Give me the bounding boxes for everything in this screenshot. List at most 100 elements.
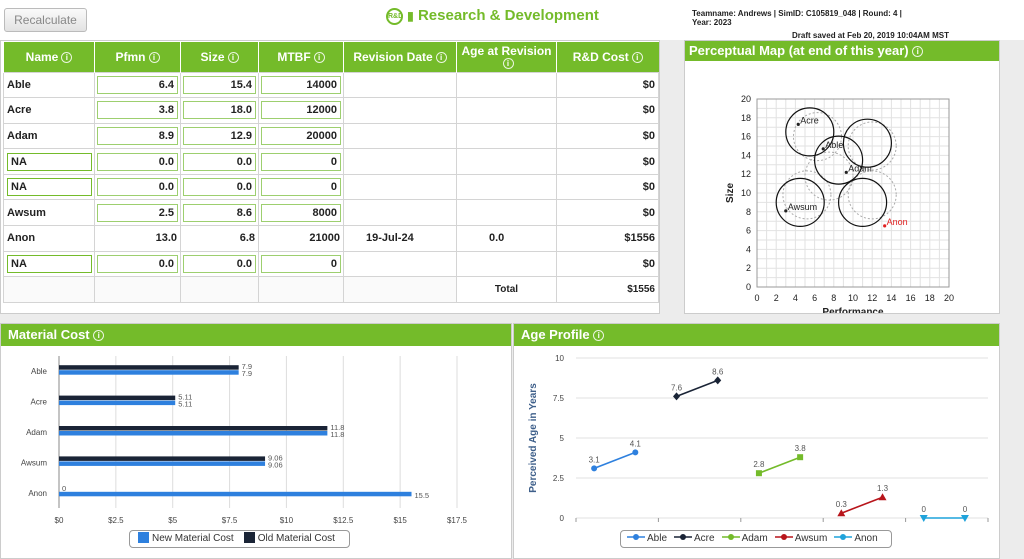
- pfmn-input[interactable]: 0.0: [97, 152, 178, 171]
- mtbf-input[interactable]: 14000: [261, 75, 341, 94]
- data-point: [960, 515, 969, 522]
- category-label: Acre: [31, 398, 48, 407]
- pfmn-input[interactable]: 8.9: [97, 126, 178, 145]
- info-icon[interactable]: i: [227, 51, 239, 63]
- table-row: NA 0.0 0.0 0 $0: [3, 173, 659, 201]
- size-cell[interactable]: 0.0: [180, 250, 259, 278]
- info-icon[interactable]: i: [93, 330, 105, 342]
- mtbf-cell[interactable]: 0: [258, 148, 344, 175]
- pfmn-input[interactable]: 3.8: [97, 101, 178, 120]
- x-tick-label: $0: [55, 516, 64, 525]
- chart-icon: ▮: [407, 9, 414, 23]
- product-point: [821, 147, 825, 151]
- new-cost-bar: [59, 370, 239, 375]
- x-tick-label: 10: [848, 293, 858, 303]
- new-cost-label: 5.11: [178, 400, 192, 409]
- info-icon[interactable]: i: [502, 57, 514, 69]
- size-cell[interactable]: 8.6: [180, 199, 259, 227]
- legend-item[interactable]: Adam: [721, 533, 768, 544]
- size-input[interactable]: 18.0: [183, 101, 256, 120]
- legend-item[interactable]: New Material Cost: [136, 532, 234, 544]
- mtbf-input[interactable]: 20000: [261, 126, 341, 145]
- pfmn-cell[interactable]: 0.0: [94, 148, 181, 175]
- cost-cell: $0: [556, 71, 659, 99]
- age-cell: 0.0: [456, 225, 557, 252]
- pfmn-cell[interactable]: 0.0: [94, 250, 181, 278]
- data-point: [755, 470, 762, 477]
- mtbf-input[interactable]: 12000: [261, 101, 341, 120]
- mtbf-cell[interactable]: 20000: [258, 122, 344, 150]
- data-label: 3.1: [589, 455, 601, 464]
- recalculate-button[interactable]: Recalculate: [4, 8, 87, 32]
- mtbf-input[interactable]: 0: [261, 254, 341, 273]
- mtbf-cell[interactable]: 12000: [258, 97, 344, 124]
- legend-marker-icon: [627, 534, 645, 540]
- mtbf-input[interactable]: 0: [261, 178, 341, 197]
- total-value: $1556: [556, 276, 659, 303]
- info-icon[interactable]: i: [912, 46, 924, 58]
- size-input[interactable]: 12.9: [183, 126, 256, 145]
- y-tick-label: 6: [746, 226, 751, 236]
- info-icon[interactable]: i: [148, 51, 160, 63]
- info-icon[interactable]: i: [313, 51, 325, 63]
- cost-cell: $0: [556, 97, 659, 124]
- rev-cell: [343, 173, 457, 201]
- size-cell[interactable]: 18.0: [180, 97, 259, 124]
- pfmn-cell[interactable]: 6.4: [94, 71, 181, 99]
- data-point: [878, 493, 887, 501]
- size-input[interactable]: 0.0: [183, 152, 256, 171]
- pfmn-input: 13.0: [155, 232, 177, 245]
- pfmn-cell[interactable]: 2.5: [94, 199, 181, 227]
- size-cell[interactable]: 0.0: [180, 173, 259, 201]
- material-cost-chart: $0 $2.5 $5 $7.5 $10 $12.5 $15 $17.5 Able 7.97.9 Ac…: [21, 356, 468, 538]
- material-cost-title: Material Cost: [8, 327, 90, 342]
- info-icon[interactable]: i: [61, 51, 73, 63]
- legend-marker-icon: [834, 534, 853, 540]
- x-tick-label: 18: [925, 293, 935, 303]
- size-input[interactable]: 0.0: [183, 178, 256, 197]
- new-cost-label: 9.06: [268, 460, 283, 469]
- category-label: Able: [31, 367, 48, 376]
- pfmn-input[interactable]: 0.0: [97, 254, 178, 273]
- mtbf-cell[interactable]: 0: [258, 250, 344, 278]
- x-tick-label: 16: [906, 293, 916, 303]
- size-cell[interactable]: 0.0: [180, 148, 259, 175]
- table-row: NA 0.0 0.0 0 $0: [3, 250, 659, 278]
- data-label: 8.6: [712, 367, 724, 376]
- x-tick-label: 0: [754, 293, 759, 303]
- pfmn-cell[interactable]: 0.0: [94, 173, 181, 201]
- pfmn-cell[interactable]: 8.9: [94, 122, 181, 150]
- info-icon[interactable]: i: [435, 51, 447, 63]
- total-label: Total: [456, 276, 557, 303]
- legend-item[interactable]: Awsum: [774, 533, 827, 544]
- size-input[interactable]: 8.6: [183, 203, 256, 222]
- mtbf-cell[interactable]: 14000: [258, 71, 344, 99]
- size-input[interactable]: 15.4: [183, 75, 256, 94]
- pfmn-cell[interactable]: 3.8: [94, 97, 181, 124]
- info-icon[interactable]: i: [593, 330, 605, 342]
- legend-item[interactable]: Able: [627, 533, 667, 544]
- info-icon[interactable]: i: [631, 51, 643, 63]
- mtbf-cell[interactable]: 0: [258, 173, 344, 201]
- y-tick-label: 2.5: [553, 474, 565, 483]
- data-point: [919, 515, 928, 522]
- mtbf-input[interactable]: 0: [261, 152, 341, 171]
- mtbf-cell[interactable]: 8000: [258, 199, 344, 227]
- age-cell: [456, 71, 557, 99]
- team-line: Teamname: Andrews | SimID: C105819_048 |…: [692, 9, 902, 18]
- size-cell[interactable]: 15.4: [180, 71, 259, 99]
- legend-item[interactable]: Acre: [674, 533, 715, 544]
- size-input[interactable]: 0.0: [183, 254, 256, 273]
- legend-item[interactable]: Old Material Cost: [242, 532, 335, 544]
- pfmn-input[interactable]: 2.5: [97, 203, 178, 222]
- legend-item[interactable]: Anon: [834, 533, 878, 544]
- pfmn-input[interactable]: 6.4: [97, 75, 178, 94]
- product-label: Adam: [848, 163, 872, 173]
- mtbf-input[interactable]: 8000: [261, 203, 341, 222]
- legend-swatch: [138, 532, 149, 543]
- size-cell[interactable]: 12.9: [180, 122, 259, 150]
- age-profile-panel: Age Profile i 0 2.5 5 7.5 10 Perceived Age in…: [513, 323, 1000, 559]
- pfmn-input[interactable]: 0.0: [97, 178, 178, 197]
- y-tick-label: 0: [560, 514, 565, 523]
- y-tick-label: 7.5: [553, 394, 565, 403]
